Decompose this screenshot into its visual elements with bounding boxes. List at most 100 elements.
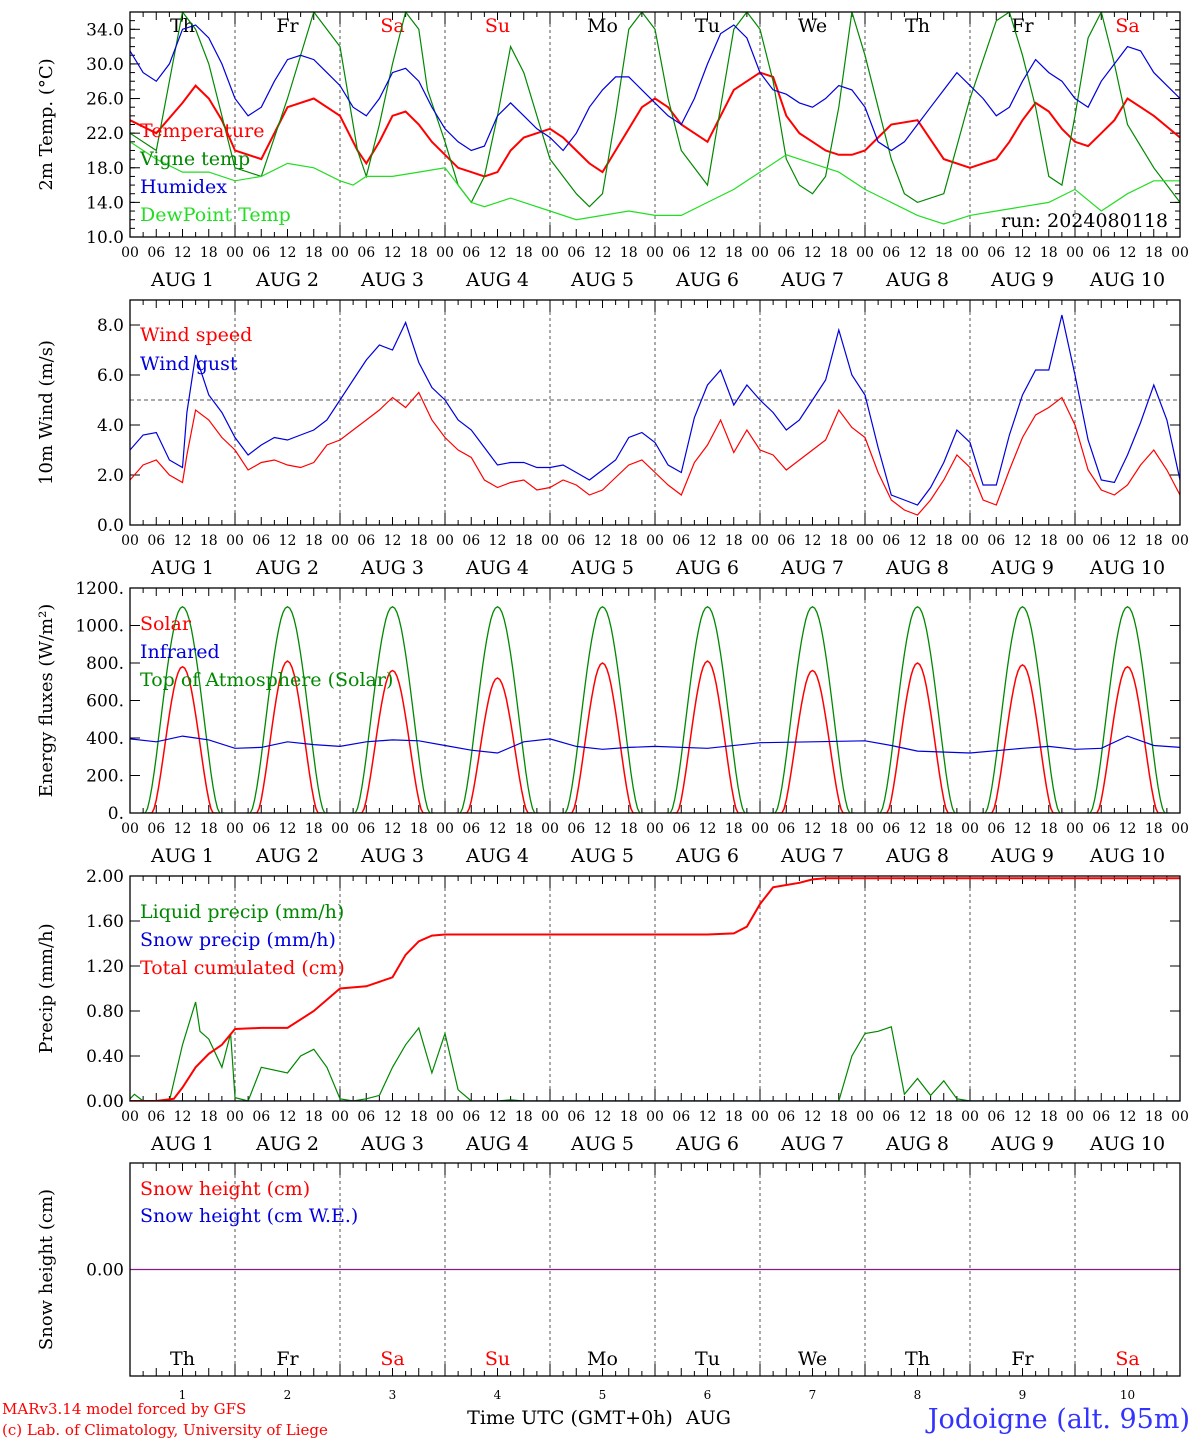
weekday-label: Tu xyxy=(695,1348,720,1370)
hour-tick-label: 00 xyxy=(331,533,349,549)
hour-tick-label: 18 xyxy=(200,533,218,549)
hour-tick-label: 00 xyxy=(226,533,244,549)
panel-frame xyxy=(129,1162,1181,1377)
hour-tick-label: 06 xyxy=(252,245,270,261)
date-label: AUG 7 xyxy=(780,557,844,579)
hour-tick-label: 06 xyxy=(462,1109,480,1125)
hour-tick-label: 12 xyxy=(1119,245,1137,261)
y-tick-label: 0. xyxy=(108,804,124,824)
y-tick-label: 1.20 xyxy=(86,957,124,977)
hour-tick-label: 06 xyxy=(1092,245,1110,261)
hour-tick-label: 00 xyxy=(1171,821,1189,837)
hour-tick-label: 12 xyxy=(804,1109,822,1125)
hour-tick-label: 18 xyxy=(410,245,428,261)
hour-tick-label: 06 xyxy=(147,245,165,261)
y-tick-label: 22.0 xyxy=(86,124,124,144)
date-label: AUG 7 xyxy=(780,1133,844,1155)
weekday-label: Mo xyxy=(587,15,618,37)
date-label: 7 xyxy=(809,1388,817,1402)
hour-tick-label: 18 xyxy=(1040,533,1058,549)
hour-tick-label: 18 xyxy=(830,245,848,261)
legend-entry: Snow precip (mm/h) xyxy=(140,929,336,951)
hour-tick-label: 00 xyxy=(1066,533,1084,549)
hour-tick-label: 06 xyxy=(777,533,795,549)
solar-line xyxy=(462,677,533,813)
legend-entry: Top of Atmosphere (Solar) xyxy=(140,669,393,691)
y-tick-label: 2.00 xyxy=(86,867,124,887)
hour-tick-label: 06 xyxy=(882,1109,900,1125)
hour-tick-label: 00 xyxy=(1066,821,1084,837)
weekday-label: Th xyxy=(905,1348,930,1370)
lab-credit: (c) Lab. of Climatology, University of L… xyxy=(2,1421,328,1439)
hour-tick-label: 12 xyxy=(174,821,192,837)
y-tick-label: 14.0 xyxy=(86,193,124,213)
hour-tick-label: 00 xyxy=(226,1109,244,1125)
legend-entry: Temperature xyxy=(140,120,264,142)
date-label: AUG 2 xyxy=(255,845,319,867)
legend-entry: Wind speed xyxy=(140,324,252,346)
hour-tick-label: 18 xyxy=(935,245,953,261)
hour-tick-label: 12 xyxy=(174,533,192,549)
hour-tick-label: 12 xyxy=(384,533,402,549)
hour-tick-label: 00 xyxy=(646,533,664,549)
run-annotation: run: 2024080118 xyxy=(1001,210,1168,232)
model-credit: MARv3.14 model forced by GFS xyxy=(2,1400,246,1418)
solar-line xyxy=(777,669,848,813)
hour-tick-label: 12 xyxy=(909,821,927,837)
date-label: 6 xyxy=(704,1388,712,1402)
series-line xyxy=(130,314,1180,506)
hour-tick-label: 12 xyxy=(594,533,612,549)
y-tick-label: 26.0 xyxy=(86,90,124,110)
hour-tick-label: 12 xyxy=(489,245,507,261)
hour-tick-label: 06 xyxy=(462,533,480,549)
hour-tick-label: 18 xyxy=(410,1109,428,1125)
hour-tick-label: 18 xyxy=(410,533,428,549)
legend-entry: DewPoint Temp xyxy=(140,204,291,226)
hour-tick-label: 06 xyxy=(672,1109,690,1125)
hour-tick-label: 00 xyxy=(226,245,244,261)
date-label: AUG 3 xyxy=(360,269,424,291)
toa-solar-line xyxy=(875,606,960,813)
series-line xyxy=(130,877,1180,1101)
weekday-label: Fr xyxy=(1011,1348,1034,1370)
hour-tick-label: 12 xyxy=(384,245,402,261)
hour-tick-label: 00 xyxy=(961,533,979,549)
hour-tick-label: 18 xyxy=(305,533,323,549)
hour-tick-label: 12 xyxy=(699,1109,717,1125)
hour-tick-label: 18 xyxy=(410,821,428,837)
solar-line xyxy=(252,660,323,813)
hour-tick-label: 12 xyxy=(909,245,927,261)
solar-line xyxy=(882,662,953,813)
hour-tick-label: 12 xyxy=(279,1109,297,1125)
hour-tick-label: 06 xyxy=(147,533,165,549)
toa-solar-line xyxy=(560,606,645,813)
hour-tick-label: 12 xyxy=(489,1109,507,1125)
date-label: AUG 9 xyxy=(990,1133,1054,1155)
date-label: AUG 5 xyxy=(570,845,634,867)
hour-tick-label: 00 xyxy=(541,533,559,549)
hour-tick-label: 18 xyxy=(830,821,848,837)
y-tick-label: 6.0 xyxy=(97,366,124,386)
series-group xyxy=(130,606,1180,813)
y-tick-label: 1000. xyxy=(75,617,124,637)
date-label: AUG 8 xyxy=(885,269,949,291)
hour-tick-label: 00 xyxy=(856,245,874,261)
hour-tick-label: 06 xyxy=(252,533,270,549)
weekday-label: Su xyxy=(485,15,510,37)
toa-solar-line xyxy=(980,606,1065,813)
hour-tick-label: 12 xyxy=(279,245,297,261)
hour-tick-label: 06 xyxy=(357,821,375,837)
hour-tick-label: 06 xyxy=(1092,821,1110,837)
date-label: 3 xyxy=(389,1388,397,1402)
date-label: 4 xyxy=(494,1388,502,1402)
hour-tick-label: 06 xyxy=(1092,1109,1110,1125)
hour-tick-label: 12 xyxy=(279,533,297,549)
hour-tick-label: 12 xyxy=(1014,1109,1032,1125)
date-label: AUG 6 xyxy=(675,269,739,291)
hour-tick-label: 06 xyxy=(882,245,900,261)
panel-3: 0. 200. 400. 600. 800. 1000. 1200. Energy fluxe… xyxy=(36,579,1189,867)
hour-tick-label: 00 xyxy=(646,821,664,837)
hour-tick-label: 18 xyxy=(515,1109,533,1125)
date-label: AUG 9 xyxy=(990,845,1054,867)
